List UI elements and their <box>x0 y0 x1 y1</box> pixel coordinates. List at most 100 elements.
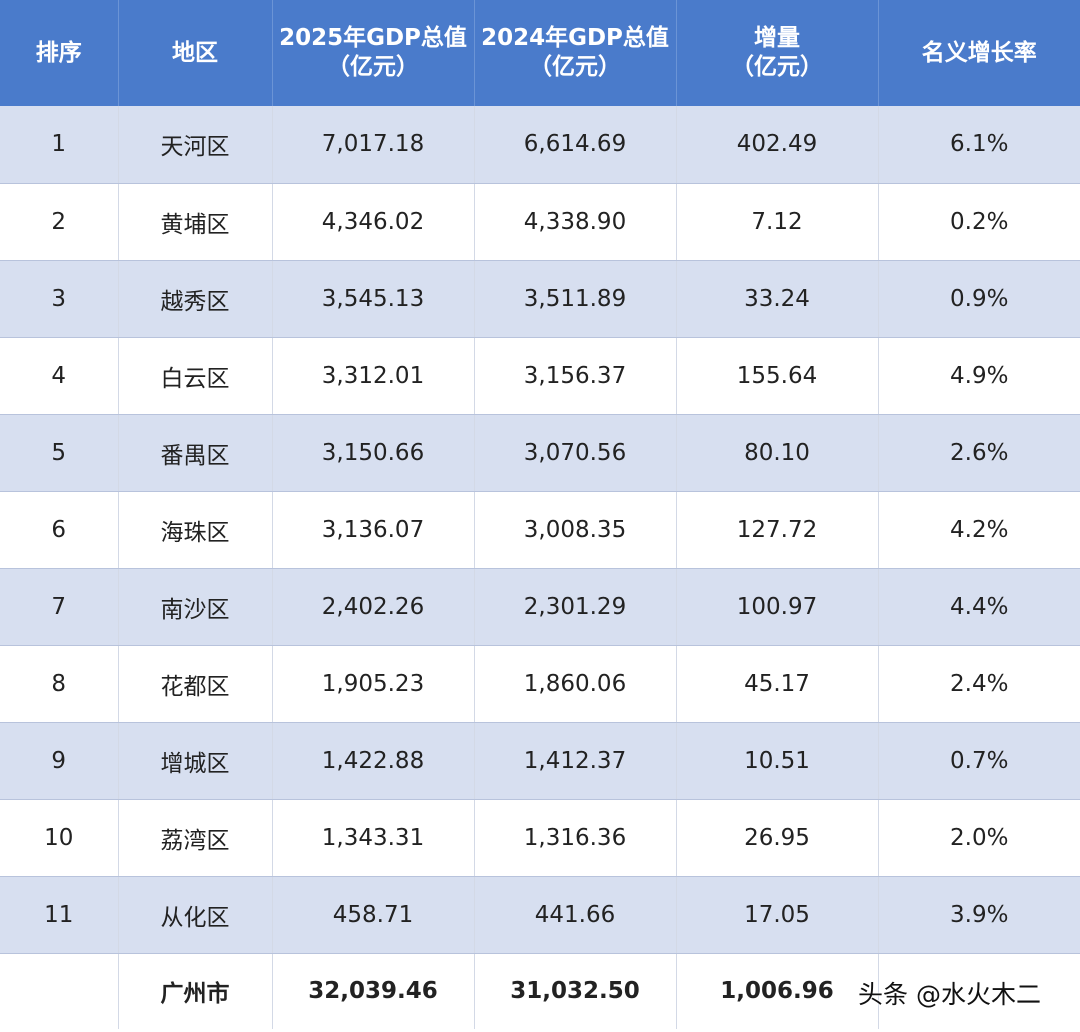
cell-growth: 2.4% <box>878 645 1080 723</box>
cell-gdp-2025: 3,545.13 <box>272 260 475 338</box>
total-cell-gdp-2024: 31,032.50 <box>474 953 677 1029</box>
header-label: 增量 <box>754 25 800 51</box>
cell-increase: 45.17 <box>676 645 879 723</box>
cell-gdp-2025: 1,905.23 <box>272 645 475 723</box>
cell-rank: 5 <box>0 414 119 492</box>
cell-region: 花都区 <box>118 645 273 723</box>
cell-region: 黄埔区 <box>118 183 273 261</box>
cell-growth: 3.9% <box>878 876 1080 954</box>
cell-gdp-2024: 2,301.29 <box>474 568 677 646</box>
cell-gdp-2025: 7,017.18 <box>272 106 475 184</box>
cell-growth: 0.7% <box>878 722 1080 800</box>
cell-growth: 0.9% <box>878 260 1080 338</box>
header-label: 排序 <box>35 39 82 66</box>
cell-gdp-2025: 1,343.31 <box>272 799 475 877</box>
total-cell-region: 广州市 <box>118 953 273 1029</box>
cell-increase: 155.64 <box>676 337 879 415</box>
cell-gdp-2025: 3,150.66 <box>272 414 475 492</box>
cell-gdp-2025: 3,136.07 <box>272 491 475 569</box>
table-row: 8 花都区 1,905.23 1,860.06 45.17 2.4% <box>0 645 1080 723</box>
cell-region: 南沙区 <box>118 568 273 646</box>
table-row: 11 从化区 458.71 441.66 17.05 3.9% <box>0 876 1080 954</box>
cell-growth: 4.9% <box>878 337 1080 415</box>
cell-region: 天河区 <box>118 106 273 184</box>
cell-gdp-2024: 6,614.69 <box>474 106 677 184</box>
cell-rank: 6 <box>0 491 119 569</box>
cell-gdp-2024: 4,338.90 <box>474 183 677 261</box>
header-label: 2025年GDP总值 <box>279 25 467 51</box>
table-row: 2 黄埔区 4,346.02 4,338.90 7.12 0.2% <box>0 183 1080 261</box>
header-rank: 排序 <box>0 0 119 106</box>
table-body: 1 天河区 7,017.18 6,614.69 402.49 6.1% 2 黄埔区 4,346.… <box>0 106 1080 1029</box>
cell-region: 白云区 <box>118 337 273 415</box>
table-row: 7 南沙区 2,402.26 2,301.29 100.97 4.4% <box>0 568 1080 646</box>
cell-increase: 100.97 <box>676 568 879 646</box>
total-cell-gdp-2025: 32,039.46 <box>272 953 475 1029</box>
cell-gdp-2025: 2,402.26 <box>272 568 475 646</box>
table-row: 9 增城区 1,422.88 1,412.37 10.51 0.7% <box>0 722 1080 800</box>
cell-gdp-2024: 3,511.89 <box>474 260 677 338</box>
cell-rank: 2 <box>0 183 119 261</box>
cell-rank: 10 <box>0 799 119 877</box>
cell-increase: 127.72 <box>676 491 879 569</box>
cell-growth: 4.2% <box>878 491 1080 569</box>
cell-gdp-2025: 4,346.02 <box>272 183 475 261</box>
cell-region: 从化区 <box>118 876 273 954</box>
cell-increase: 17.05 <box>676 876 879 954</box>
cell-increase: 402.49 <box>676 106 879 184</box>
cell-region: 增城区 <box>118 722 273 800</box>
header-label: 2024年GDP总值 <box>481 25 669 51</box>
cell-region: 海珠区 <box>118 491 273 569</box>
cell-region: 越秀区 <box>118 260 273 338</box>
header-increase: 增量 （亿元） <box>676 0 879 106</box>
header-gdp-2025: 2025年GDP总值 （亿元） <box>272 0 475 106</box>
cell-rank: 9 <box>0 722 119 800</box>
cell-increase: 10.51 <box>676 722 879 800</box>
cell-rank: 8 <box>0 645 119 723</box>
cell-increase: 7.12 <box>676 183 879 261</box>
total-row: 广州市 32,039.46 31,032.50 1,006.96 <box>0 953 1080 1029</box>
cell-gdp-2024: 3,070.56 <box>474 414 677 492</box>
cell-growth: 2.6% <box>878 414 1080 492</box>
table-header: 排序 地区 2025年GDP总值 （亿元） 2024年GDP总值 （亿元） 增量 （亿元） 名义… <box>0 0 1080 106</box>
header-gdp-2024: 2024年GDP总值 （亿元） <box>474 0 677 106</box>
header-label: 名义增长率 <box>921 39 1037 66</box>
cell-rank: 3 <box>0 260 119 338</box>
cell-gdp-2025: 458.71 <box>272 876 475 954</box>
cell-gdp-2024: 441.66 <box>474 876 677 954</box>
cell-rank: 7 <box>0 568 119 646</box>
cell-increase: 26.95 <box>676 799 879 877</box>
table-row: 3 越秀区 3,545.13 3,511.89 33.24 0.9% <box>0 260 1080 338</box>
cell-gdp-2025: 3,312.01 <box>272 337 475 415</box>
table-row: 1 天河区 7,017.18 6,614.69 402.49 6.1% <box>0 106 1080 184</box>
cell-increase: 80.10 <box>676 414 879 492</box>
cell-growth: 2.0% <box>878 799 1080 877</box>
cell-region: 番禺区 <box>118 414 273 492</box>
cell-rank: 11 <box>0 876 119 954</box>
header-unit: （亿元） <box>529 54 621 80</box>
cell-increase: 33.24 <box>676 260 879 338</box>
cell-gdp-2025: 1,422.88 <box>272 722 475 800</box>
table-row: 4 白云区 3,312.01 3,156.37 155.64 4.9% <box>0 337 1080 415</box>
cell-growth: 4.4% <box>878 568 1080 646</box>
cell-rank: 4 <box>0 337 119 415</box>
cell-region: 荔湾区 <box>118 799 273 877</box>
header-growth: 名义增长率 <box>878 0 1080 106</box>
total-cell-growth <box>878 953 1080 1029</box>
cell-rank: 1 <box>0 106 119 184</box>
header-unit: （亿元） <box>327 54 419 80</box>
table-row: 5 番禺区 3,150.66 3,070.56 80.10 2.6% <box>0 414 1080 492</box>
watermark: 头条 @水火木二 <box>858 980 1041 1009</box>
cell-growth: 6.1% <box>878 106 1080 184</box>
total-cell-increase: 1,006.96 <box>676 953 879 1029</box>
cell-gdp-2024: 1,316.36 <box>474 799 677 877</box>
header-label: 地区 <box>172 39 218 66</box>
cell-growth: 0.2% <box>878 183 1080 261</box>
cell-gdp-2024: 3,008.35 <box>474 491 677 569</box>
header-region: 地区 <box>118 0 273 106</box>
total-cell-rank <box>0 953 119 1029</box>
table-row: 10 荔湾区 1,343.31 1,316.36 26.95 2.0% <box>0 799 1080 877</box>
cell-gdp-2024: 3,156.37 <box>474 337 677 415</box>
table-row: 6 海珠区 3,136.07 3,008.35 127.72 4.2% <box>0 491 1080 569</box>
